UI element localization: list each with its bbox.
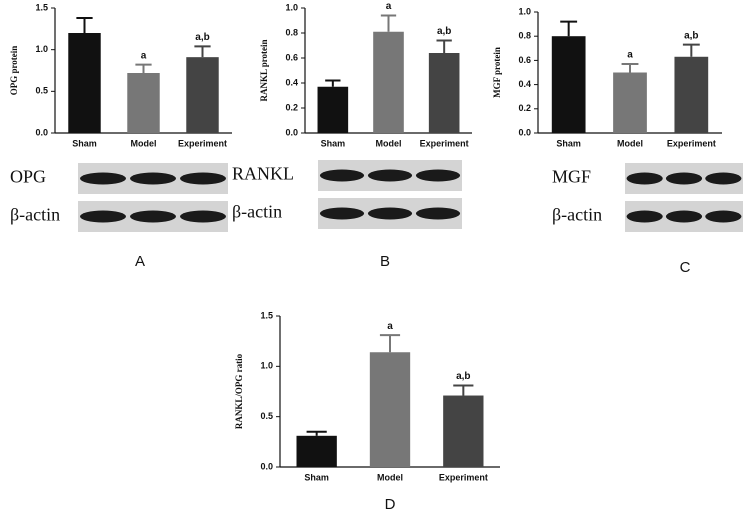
annotation: a,b bbox=[456, 371, 470, 382]
y-tick-label: 0.0 bbox=[260, 461, 273, 471]
blot-band bbox=[367, 207, 413, 220]
y-tick-label: 1.0 bbox=[518, 6, 531, 16]
bar bbox=[373, 31, 404, 133]
bar bbox=[369, 352, 411, 467]
x-tick-label: Model bbox=[131, 138, 157, 148]
blot-band bbox=[180, 210, 226, 223]
x-tick-label: Sham bbox=[556, 138, 581, 148]
y-tick-label: 1.0 bbox=[260, 361, 273, 371]
bar bbox=[443, 395, 484, 467]
blot-band bbox=[367, 169, 413, 182]
y-axis-label: OPG protein bbox=[9, 46, 19, 96]
blot-band bbox=[626, 172, 663, 185]
blot-label: MGF bbox=[552, 167, 591, 187]
y-axis-label: RANKL protein bbox=[259, 39, 269, 101]
bar bbox=[296, 435, 337, 467]
x-tick-label: Model bbox=[376, 138, 402, 148]
bar bbox=[127, 73, 160, 133]
blot-band bbox=[180, 172, 226, 185]
y-tick-label: 1.5 bbox=[35, 2, 48, 12]
x-tick-label: Experiment bbox=[439, 472, 488, 482]
y-tick-label: 0.8 bbox=[285, 27, 298, 37]
blot-band bbox=[626, 210, 663, 223]
x-tick-label: Experiment bbox=[667, 138, 716, 148]
panel-label: B bbox=[380, 253, 390, 270]
y-tick-label: 0.0 bbox=[518, 127, 531, 137]
y-tick-label: 0.5 bbox=[260, 411, 273, 421]
annotation: a,b bbox=[684, 30, 698, 41]
y-tick-label: 0.6 bbox=[518, 55, 531, 65]
x-tick-label: Sham bbox=[304, 472, 329, 482]
bar bbox=[68, 33, 101, 133]
blot-label: β-actin bbox=[552, 205, 602, 225]
panel-label: A bbox=[135, 253, 145, 270]
bar bbox=[428, 53, 460, 133]
blot-band bbox=[705, 172, 742, 185]
blot-band bbox=[665, 210, 703, 223]
blot-band bbox=[415, 207, 461, 220]
y-tick-label: 0.5 bbox=[35, 86, 48, 96]
annotation: a bbox=[141, 50, 147, 61]
bar bbox=[186, 57, 219, 133]
y-tick-label: 1.0 bbox=[35, 44, 48, 54]
x-tick-label: Experiment bbox=[420, 138, 469, 148]
x-tick-label: Sham bbox=[72, 138, 97, 148]
blot-label: β-actin bbox=[10, 205, 60, 225]
blot-band bbox=[319, 169, 365, 182]
y-tick-label: 0.6 bbox=[285, 52, 298, 62]
blot-label: β-actin bbox=[232, 202, 282, 222]
y-tick-label: 0.8 bbox=[518, 31, 531, 41]
y-tick-label: 1.0 bbox=[285, 2, 298, 12]
blot-band bbox=[415, 169, 461, 182]
blot-band bbox=[80, 210, 126, 223]
y-tick-label: 0.0 bbox=[35, 127, 48, 137]
blot-label: OPG bbox=[10, 167, 46, 187]
annotation: a,b bbox=[195, 32, 209, 43]
panel-label: C bbox=[680, 259, 691, 276]
bar bbox=[613, 72, 647, 133]
annotation: a,b bbox=[437, 26, 451, 37]
annotation: a bbox=[387, 321, 393, 332]
blot-band bbox=[130, 172, 176, 185]
x-tick-label: Experiment bbox=[178, 138, 227, 148]
y-tick-label: 0.0 bbox=[285, 127, 298, 137]
blot-band bbox=[665, 172, 703, 185]
y-tick-label: 1.5 bbox=[260, 310, 273, 320]
annotation: a bbox=[627, 50, 633, 61]
bar bbox=[551, 36, 586, 134]
annotation: a bbox=[386, 1, 392, 12]
bar bbox=[317, 86, 349, 133]
y-tick-label: 0.4 bbox=[285, 77, 298, 87]
y-axis-label: RANKL/OPG ratio bbox=[234, 353, 244, 429]
y-tick-label: 0.2 bbox=[518, 103, 531, 113]
x-tick-label: Sham bbox=[321, 138, 346, 148]
blot-label: RANKL bbox=[232, 164, 294, 184]
x-tick-label: Model bbox=[377, 472, 403, 482]
blot-band bbox=[80, 172, 126, 185]
y-axis-label: MGF protein bbox=[492, 47, 502, 98]
blot-band bbox=[319, 207, 365, 220]
blot-band bbox=[130, 210, 176, 223]
bar bbox=[674, 56, 709, 133]
y-tick-label: 0.2 bbox=[285, 102, 298, 112]
x-tick-label: Model bbox=[617, 138, 643, 148]
panel-label: D bbox=[385, 496, 396, 513]
blot-band bbox=[705, 210, 742, 223]
y-tick-label: 0.4 bbox=[518, 79, 531, 89]
